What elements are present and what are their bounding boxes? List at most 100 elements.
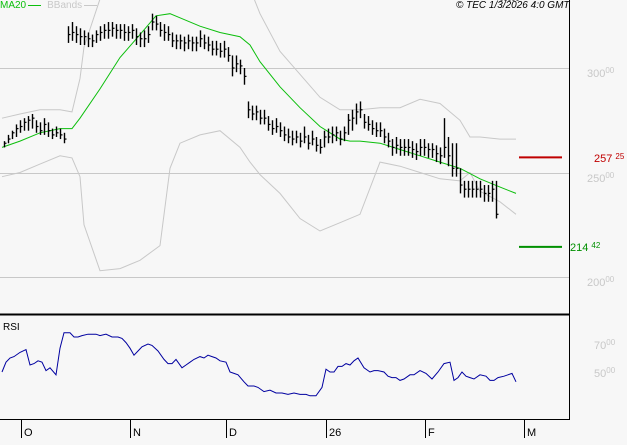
price-bar [319,139,323,154]
price-bar [275,118,279,133]
price-bar [95,30,99,43]
price-bar [71,22,75,41]
price-bar [263,109,267,125]
price-bar [411,141,415,158]
x-label-nov: N [133,427,141,439]
price-bar [175,34,179,50]
price-bar [355,103,359,125]
resistance-level-label: 257 25 [594,152,625,165]
price-bar [347,113,351,135]
price-bar [391,139,395,156]
price-bar [435,145,439,163]
price-bar [387,132,391,148]
price-bar [43,118,47,135]
price-bar [107,22,111,39]
price-bar [143,30,147,48]
price-bar [247,101,251,119]
price-bar [179,34,183,50]
support-level-label: 214 42 [570,241,601,254]
price-bar [219,42,223,58]
price-bar [327,128,331,144]
price-bar [127,26,131,41]
price-bar [115,24,119,39]
price-bar [287,128,291,144]
price-bar [3,141,7,148]
price-bar [379,122,383,137]
price-bar [15,124,19,137]
price-bar [91,34,95,48]
price-bar [335,126,339,142]
price-bar [87,32,91,48]
price-bar [171,32,175,48]
price-bar [187,34,191,50]
price-tick-250: 25000 [587,171,615,185]
price-bar [459,168,463,194]
chart-legend: MA20 BBands [0,0,98,11]
x-label-mar: M [527,427,537,439]
price-bar [331,126,335,144]
price-bar [419,139,423,156]
x-label-feb: F [428,427,435,439]
legend-bbands: BBands [47,0,98,11]
price-bar [395,136,399,154]
price-bar [323,130,327,148]
price-bar [79,28,83,46]
price-bar [59,128,63,140]
price-bar [431,143,435,158]
price-bar [475,180,479,198]
price-bar [31,113,35,129]
price-bar [27,116,31,131]
price-bar [267,116,271,131]
price-bar [111,22,115,37]
price-bar [55,126,59,137]
price-bar [139,32,143,48]
bollinger-bands [1,0,517,272]
bband-upper [1,0,516,140]
price-bar [479,180,483,198]
price-bar [75,26,79,43]
price-bar [363,113,367,129]
price-bar [443,118,447,158]
price-bar [191,36,195,52]
price-bar [215,40,219,56]
x-label-2026: 26 [329,427,342,439]
legend-bbands-swatch [84,4,98,6]
price-bar [151,13,155,31]
price-bar [343,126,347,142]
price-bar [471,180,475,198]
chart-frame [0,0,570,420]
price-bar [455,143,459,177]
price-bar [307,134,311,150]
price-bar [67,26,71,43]
rsi-line [1,332,517,397]
rsi-series [1,332,517,397]
copyright-timestamp: © TEC 1/3/2026 4:0 GMT [456,0,570,11]
price-bar [35,120,39,133]
price-bar [83,30,87,46]
price-bar [407,139,411,156]
price-bar [155,15,159,31]
price-bar [451,143,455,177]
price-bar [239,59,243,75]
price-bar [227,47,231,62]
price-bar [23,118,27,131]
price-bar [367,116,371,131]
price-bar [371,120,375,135]
price-bar [399,139,403,156]
ma20-line [1,13,517,194]
price-bar [283,126,287,142]
price-bar [159,22,163,37]
price-bar [243,68,247,85]
price-levels [519,156,562,248]
price-bar [279,122,283,137]
x-label-dec: D [229,427,237,439]
price-bar [351,109,355,131]
price-bar [103,24,107,39]
price-bar [195,36,199,52]
price-bar [447,136,451,167]
legend-ma20-swatch [28,4,42,6]
price-bar [491,180,495,202]
price-bar [427,143,431,158]
price-bar [271,120,275,135]
